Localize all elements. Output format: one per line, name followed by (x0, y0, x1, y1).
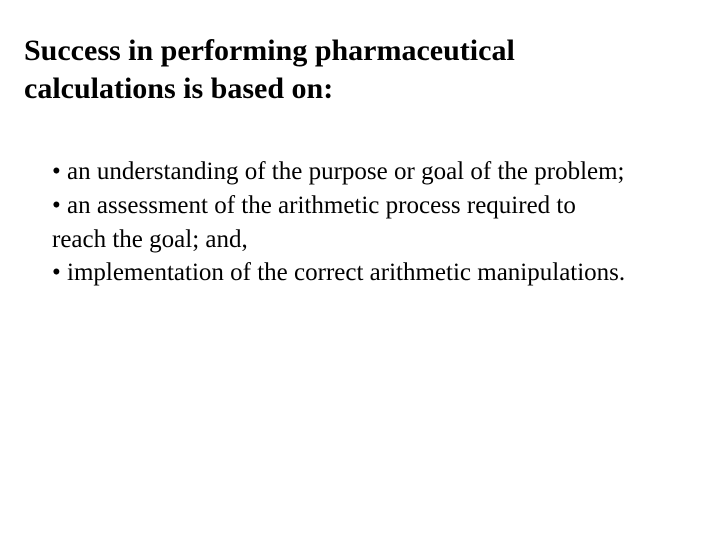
title-line-2: calculations is based on: (24, 72, 333, 105)
slide-title: Success in performing pharmaceutical cal… (24, 32, 696, 107)
bullet-item: • an assessment of the arithmetic proces… (52, 189, 656, 223)
bullet-text: • an understanding of the purpose or goa… (52, 158, 625, 185)
bullet-text: • an assessment of the arithmetic proces… (52, 192, 576, 219)
slide: Success in performing pharmaceutical cal… (0, 0, 720, 540)
bullet-item-continuation: reach the goal; and, (52, 223, 656, 257)
bullet-item: • implementation of the correct arithmet… (52, 256, 656, 290)
bullet-item: • an understanding of the purpose or goa… (52, 155, 656, 189)
bullet-text: • implementation of the correct arithmet… (52, 259, 625, 286)
bullet-text: reach the goal; and, (52, 226, 248, 253)
slide-body: • an understanding of the purpose or goa… (24, 155, 696, 290)
title-line-1: Success in performing pharmaceutical (24, 34, 515, 67)
